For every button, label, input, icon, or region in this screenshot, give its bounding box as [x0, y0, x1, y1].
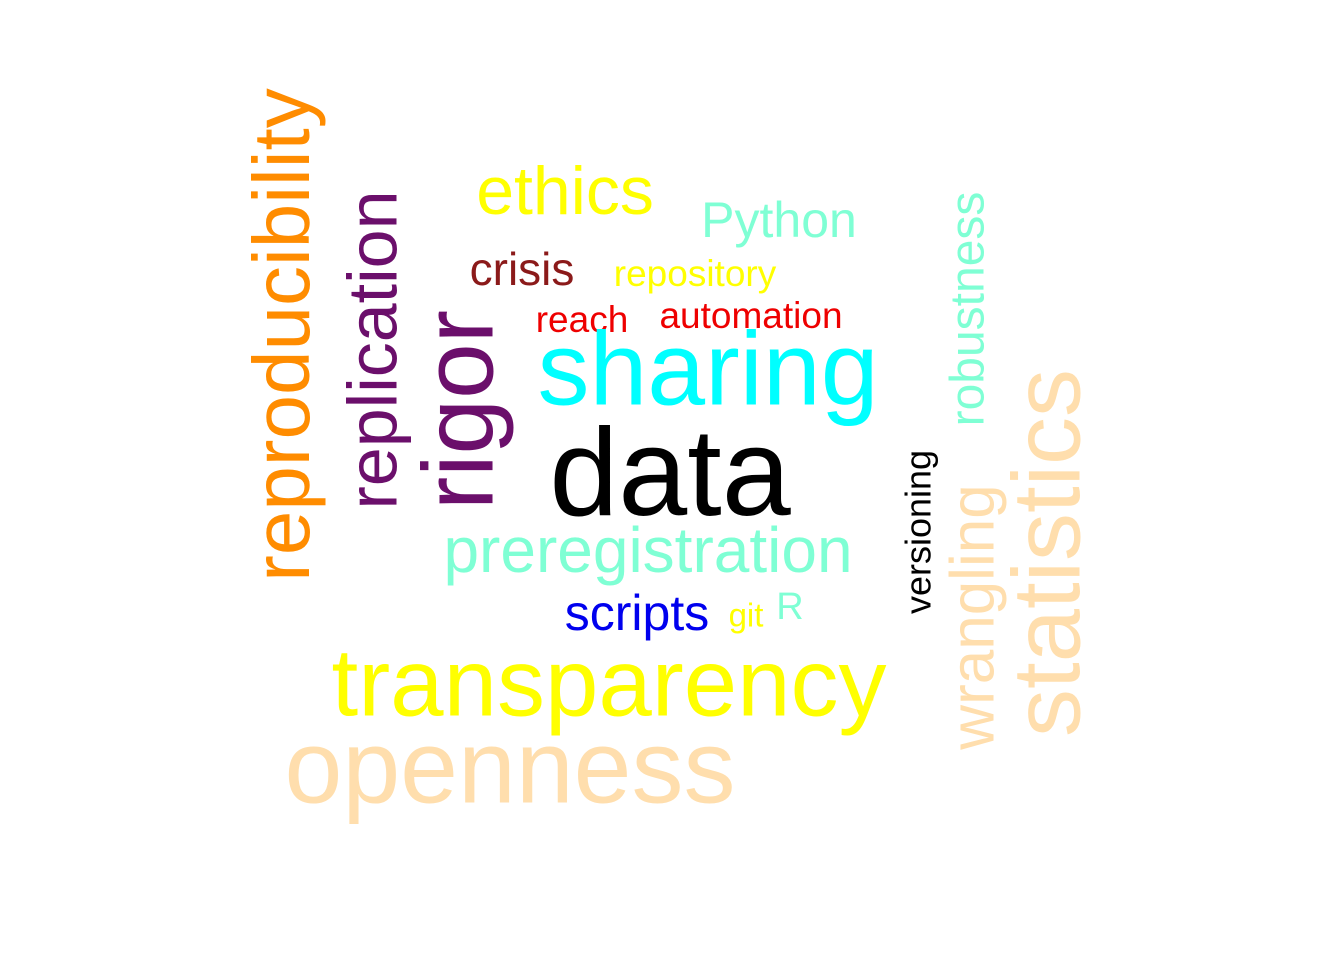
word-openness: openness	[284, 709, 735, 825]
word-transparency: transparency	[332, 629, 887, 736]
word-wrangling: wrangling	[938, 484, 1007, 750]
word-ethics: ethics	[476, 153, 654, 229]
word-preregistration: preregistration	[443, 514, 852, 586]
word-python: Python	[701, 192, 857, 248]
word-reach: reach	[536, 299, 629, 340]
word-statistics: statistics	[993, 369, 1100, 737]
word-r: R	[776, 586, 803, 628]
word-replication: replication	[333, 190, 411, 509]
word-crisis: crisis	[470, 243, 575, 295]
word-data: data	[549, 404, 790, 542]
word-reproducibility: reproducibility	[237, 88, 326, 582]
word-repository: repository	[614, 253, 777, 294]
word-git: git	[729, 597, 764, 634]
word-robustness: robustness	[942, 192, 995, 427]
word-rigor: rigor	[402, 310, 514, 510]
word-scripts: scripts	[565, 585, 709, 641]
word-sharing: sharing	[537, 311, 878, 427]
word-versioning: versioning	[898, 450, 939, 614]
word-automation: automation	[659, 295, 842, 336]
